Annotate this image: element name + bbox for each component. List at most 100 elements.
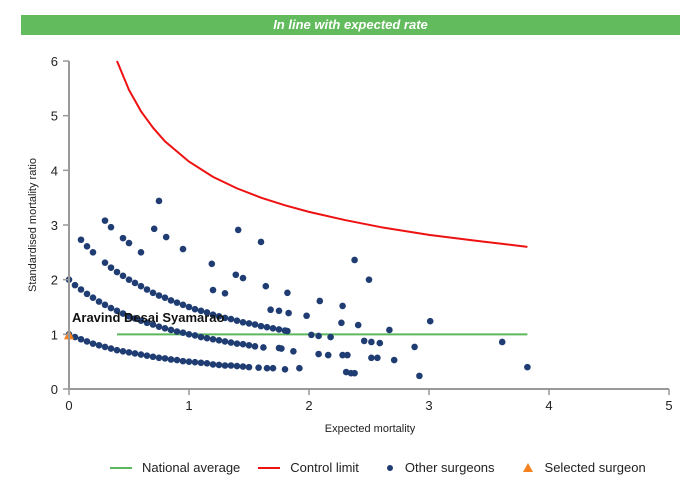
other-surgeon-point[interactable]: [263, 364, 271, 372]
other-surgeon-point[interactable]: [245, 320, 253, 327]
legend-item-other-surgeons[interactable]: Other surgeons: [377, 460, 495, 475]
other-surgeon-point[interactable]: [344, 351, 351, 359]
other-surgeon-point[interactable]: [338, 319, 345, 327]
other-surgeon-point[interactable]: [113, 268, 121, 276]
other-surgeon-point[interactable]: [368, 338, 375, 346]
other-surgeon-point[interactable]: [179, 245, 187, 253]
other-surgeon-point[interactable]: [149, 353, 157, 361]
other-surgeon-point[interactable]: [269, 325, 277, 332]
other-surgeon-point[interactable]: [71, 281, 79, 289]
other-surgeon-point[interactable]: [233, 362, 241, 370]
other-surgeon-point[interactable]: [113, 346, 121, 354]
other-surgeon-point[interactable]: [227, 339, 235, 346]
other-surgeon-point[interactable]: [125, 349, 133, 356]
other-surgeon-point[interactable]: [233, 340, 241, 347]
other-surgeon-point[interactable]: [245, 363, 253, 371]
other-surgeon-point[interactable]: [101, 301, 109, 309]
legend-item-control-limit[interactable]: Control limit: [258, 460, 359, 475]
other-surgeon-point[interactable]: [315, 332, 322, 340]
other-surgeon-point[interactable]: [290, 347, 297, 355]
other-surgeon-point[interactable]: [285, 309, 292, 317]
other-surgeon-point[interactable]: [245, 341, 253, 349]
other-surgeon-point[interactable]: [239, 363, 247, 370]
other-surgeon-point[interactable]: [262, 282, 270, 290]
legend-item-national-average[interactable]: National average: [110, 460, 240, 475]
other-surgeon-point[interactable]: [155, 292, 163, 299]
other-surgeon-point[interactable]: [209, 311, 217, 318]
other-surgeon-point[interactable]: [263, 323, 271, 331]
other-surgeon-point[interactable]: [239, 319, 247, 326]
other-surgeon-point[interactable]: [234, 226, 242, 234]
other-surgeon-point[interactable]: [203, 360, 211, 367]
other-surgeon-point[interactable]: [303, 312, 310, 320]
other-surgeon-point[interactable]: [95, 341, 103, 349]
other-surgeon-point[interactable]: [77, 236, 85, 244]
other-surgeon-point[interactable]: [131, 279, 139, 287]
other-surgeon-point[interactable]: [173, 356, 181, 364]
other-surgeon-point[interactable]: [125, 239, 133, 247]
other-surgeon-point[interactable]: [498, 338, 506, 346]
other-surgeon-point[interactable]: [239, 274, 247, 282]
other-surgeon-point[interactable]: [131, 350, 139, 357]
other-surgeon-point[interactable]: [315, 350, 322, 358]
other-surgeon-point[interactable]: [167, 297, 175, 304]
other-surgeon-point[interactable]: [284, 289, 291, 297]
other-surgeon-point[interactable]: [197, 359, 205, 367]
other-surgeon-point[interactable]: [89, 294, 97, 302]
other-surgeon-point[interactable]: [107, 264, 115, 271]
other-surgeon-point[interactable]: [83, 243, 91, 250]
other-surgeon-point[interactable]: [161, 294, 169, 302]
legend-item-selected-surgeon[interactable]: Selected surgeon: [513, 460, 646, 475]
other-surgeon-point[interactable]: [209, 361, 217, 368]
other-surgeon-point[interactable]: [101, 217, 109, 224]
other-surgeon-point[interactable]: [203, 309, 211, 316]
other-surgeon-point[interactable]: [89, 249, 97, 256]
other-surgeon-point[interactable]: [260, 344, 267, 351]
other-surgeon-point[interactable]: [155, 197, 163, 205]
other-surgeon-point[interactable]: [150, 225, 158, 233]
other-surgeon-point[interactable]: [179, 329, 187, 336]
other-surgeon-point[interactable]: [257, 322, 265, 330]
other-surgeon-point[interactable]: [143, 319, 151, 327]
other-surgeon-point[interactable]: [339, 351, 346, 359]
other-surgeon-point[interactable]: [191, 332, 199, 339]
other-surgeon-point[interactable]: [215, 312, 223, 320]
other-surgeon-point[interactable]: [179, 301, 187, 309]
other-surgeon-point[interactable]: [416, 372, 423, 380]
other-surgeon-point[interactable]: [368, 354, 375, 362]
other-surgeon-point[interactable]: [125, 312, 133, 320]
other-surgeon-point[interactable]: [316, 297, 324, 305]
other-surgeon-point[interactable]: [77, 286, 85, 293]
other-surgeon-point[interactable]: [275, 326, 283, 333]
other-surgeon-point[interactable]: [251, 321, 259, 328]
other-surgeon-point[interactable]: [167, 326, 175, 334]
other-surgeon-point[interactable]: [77, 335, 85, 343]
other-surgeon-point[interactable]: [149, 289, 157, 297]
other-surgeon-point[interactable]: [215, 337, 223, 344]
other-surgeon-point[interactable]: [143, 352, 151, 359]
other-surgeon-point[interactable]: [374, 354, 381, 362]
other-surgeon-point[interactable]: [209, 335, 217, 343]
other-surgeon-point[interactable]: [107, 304, 115, 312]
other-surgeon-point[interactable]: [281, 366, 289, 373]
other-surgeon-point[interactable]: [203, 334, 211, 342]
other-surgeon-point[interactable]: [179, 357, 187, 365]
other-surgeon-point[interactable]: [411, 343, 418, 351]
other-surgeon-point[interactable]: [209, 286, 217, 294]
other-surgeon-point[interactable]: [107, 223, 115, 231]
other-surgeon-point[interactable]: [191, 358, 199, 366]
other-surgeon-point[interactable]: [239, 340, 247, 348]
other-surgeon-point[interactable]: [95, 298, 103, 305]
other-surgeon-point[interactable]: [257, 238, 265, 246]
other-surgeon-point[interactable]: [149, 321, 157, 328]
other-surgeon-point[interactable]: [155, 323, 163, 330]
other-surgeon-point[interactable]: [255, 364, 262, 371]
other-surgeon-point[interactable]: [83, 290, 91, 298]
other-surgeon-point[interactable]: [155, 354, 163, 362]
other-surgeon-point[interactable]: [137, 249, 145, 256]
other-surgeon-point[interactable]: [327, 333, 334, 341]
other-surgeon-point[interactable]: [275, 307, 283, 315]
other-surgeon-point[interactable]: [339, 302, 346, 310]
other-surgeon-point[interactable]: [227, 315, 235, 323]
other-surgeon-point[interactable]: [221, 290, 229, 297]
